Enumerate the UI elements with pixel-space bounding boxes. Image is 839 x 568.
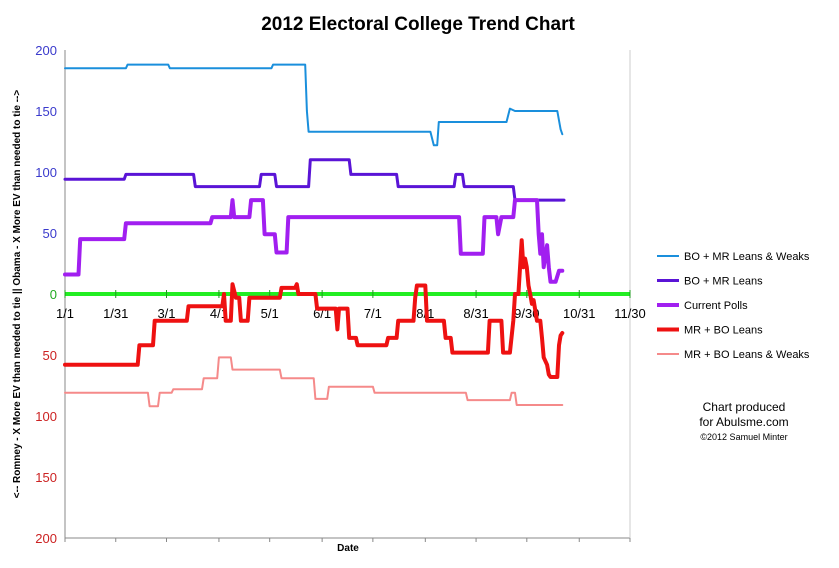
y-tick-lower-2: 150 <box>35 470 57 485</box>
x-tick-label-8: 8/31 <box>463 306 488 321</box>
credit-line-1: Chart produced <box>703 400 786 414</box>
x-tick-label-6: 7/1 <box>364 306 382 321</box>
y-tick-lower-0: 50 <box>43 348 57 363</box>
x-tick-label-4: 5/1 <box>261 306 279 321</box>
legend-label-1: BO + MR Leans <box>684 276 763 288</box>
x-tick-label-9: 9/30 <box>514 306 539 321</box>
y-tick-lower-3: 200 <box>35 531 57 546</box>
legend-label-2: Current Polls <box>684 300 748 312</box>
x-tick-label-2: 3/1 <box>157 306 175 321</box>
x-tick-label-11: 11/30 <box>614 306 646 321</box>
y-tick-upper-2: 100 <box>35 165 57 180</box>
legend-label-4: MR + BO Leans & Weaks <box>684 349 810 361</box>
legend: BO + MR Leans & Weaks BO + MR Leans Curren… <box>657 251 810 361</box>
x-axis-label: Date <box>337 543 359 554</box>
legend-label-0: BO + MR Leans & Weaks <box>684 251 810 263</box>
legend-label-3: MR + BO Leans <box>684 325 763 337</box>
series-line-0 <box>64 63 564 147</box>
y-tick-upper-0: 200 <box>35 43 57 58</box>
y-tick-upper-4: 0 <box>50 287 57 302</box>
series-lines <box>63 63 566 408</box>
credit-block: Chart produced for Abulsme.com ©2012 Sam… <box>699 400 788 442</box>
series-line-2 <box>63 198 565 284</box>
x-tick-label-10: 10/31 <box>563 306 596 321</box>
y-tick-labels: 200 150 100 50 0 50 100 150 200 <box>35 43 57 546</box>
x-tick-label-0: 1/1 <box>56 306 74 321</box>
credit-line-3: ©2012 Samuel Minter <box>700 432 787 442</box>
chart-title: 2012 Electoral College Trend Chart <box>261 14 575 35</box>
x-tick-label-1: 1/31 <box>103 306 128 321</box>
x-tick-labels: 1/1 1/31 3/1 4/1 5/1 6/1 7/1 8/1 8/31 9/30 10/31 11… <box>56 306 646 542</box>
zero-line-group <box>64 290 631 298</box>
y-tick-lower-1: 100 <box>35 409 57 424</box>
credit-line-2: for Abulsme.com <box>699 415 788 429</box>
series-line-4 <box>64 356 564 408</box>
y-tick-upper-3: 50 <box>43 226 57 241</box>
series-line-3 <box>63 238 565 379</box>
series-line-1 <box>63 158 566 202</box>
y-tick-upper-1: 150 <box>35 104 57 119</box>
y-axis-label: <-- Romney - X More EV than needed to ti… <box>12 90 23 499</box>
